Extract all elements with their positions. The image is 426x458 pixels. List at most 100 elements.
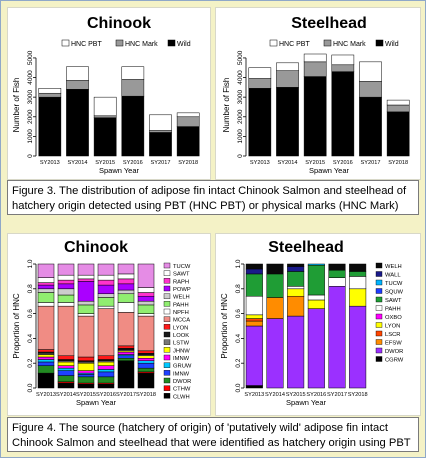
- bar-segment: [97, 274, 115, 281]
- legend-label: PAHH: [173, 302, 189, 308]
- bar-segment: [57, 367, 75, 371]
- bar-segment: [303, 61, 327, 77]
- bar-segment: [117, 302, 135, 313]
- chart-title: Steelhead: [291, 15, 367, 32]
- legend-label: LOOK: [173, 333, 189, 339]
- chart-steelhead-count: Steelhead 0 1000 2000 3000 4000 5000 Number of …: [222, 15, 410, 175]
- bar-segment: [121, 66, 145, 80]
- bar-segment: [245, 295, 263, 316]
- legend-label: PAHH: [385, 307, 401, 313]
- bar-segment: [97, 284, 115, 295]
- bar-segment: [77, 315, 95, 358]
- bar-segment: [77, 356, 95, 361]
- bar-segment: [57, 279, 75, 285]
- legend-label: LYON: [173, 325, 188, 331]
- legend-swatch: [163, 316, 171, 322]
- x-tick-label: SY2018: [178, 160, 198, 166]
- bar-segment: [97, 384, 115, 389]
- legend-label: LSTW: [173, 341, 190, 347]
- chart-panel-chinook-count: Chinook 0 1000 2000 3000 4000 5000 Number of Fi…: [7, 7, 211, 180]
- legend-label: MCCA: [173, 318, 190, 324]
- bar-segment: [266, 318, 284, 389]
- figure-3-caption: Figure 3. The distribution of adipose fi…: [7, 180, 419, 215]
- bar-segment: [349, 288, 367, 307]
- legend-label: JHNW: [173, 348, 190, 354]
- legend-swatch: [375, 271, 383, 277]
- legend-label: GRUW: [173, 364, 192, 370]
- legend-swatch: [269, 39, 278, 47]
- bar-segment: [137, 315, 155, 352]
- bar-segment: [57, 355, 75, 360]
- x-tick-label: SY2015: [95, 160, 115, 166]
- legend-swatch: [375, 296, 383, 303]
- bar-segment: [77, 281, 95, 302]
- bar-segment: [266, 273, 284, 298]
- y-tick-label: 0.4: [27, 334, 34, 343]
- bar-segment: [117, 357, 135, 361]
- chart-chinook-count: Chinook 0 1000 2000 3000 4000 5000 Number of Fi…: [12, 15, 200, 175]
- bar-segment: [248, 88, 272, 157]
- bar-segment: [245, 273, 263, 297]
- legend-label: IMNW: [173, 371, 190, 377]
- bar-segment: [93, 117, 117, 157]
- bar-segment: [57, 294, 75, 303]
- bar-segment: [37, 354, 55, 358]
- y-tick-label: 3000: [27, 90, 34, 105]
- legend-swatch: [375, 305, 383, 311]
- bar-segment: [97, 376, 115, 384]
- x-tick-label: SY2015: [305, 160, 325, 166]
- bar-segment: [137, 263, 155, 288]
- legend-swatch: [375, 322, 383, 328]
- y-tick-label: 2000: [27, 109, 34, 124]
- legend-label: Wild: [385, 41, 399, 48]
- y-tick-label: 0.6: [235, 309, 242, 318]
- figure-4-caption: Figure 4. The source (hatchery of origin…: [7, 417, 419, 452]
- bar-segment: [248, 78, 272, 89]
- legend-swatch: [163, 347, 171, 353]
- bar-segment: [57, 274, 75, 281]
- bar-segment: [137, 367, 155, 373]
- bar-segment: [77, 274, 95, 280]
- legend-swatch: [375, 347, 383, 354]
- y-tick-label: 0.8: [235, 284, 242, 293]
- legend-label: Wild: [177, 41, 191, 48]
- legend-label: HNC PBT: [71, 41, 102, 48]
- bar-segment: [287, 266, 305, 272]
- bar-segment: [57, 382, 75, 389]
- chart-title: Steelhead: [268, 239, 344, 256]
- bar-segment: [386, 99, 410, 106]
- x-tick-label: SY2014: [265, 392, 285, 398]
- bar-segment: [117, 283, 135, 291]
- x-axis-title: Spawn Year: [309, 166, 350, 175]
- bar-segment: [137, 350, 155, 354]
- bar-segment: [77, 362, 95, 371]
- bar-segment: [176, 116, 200, 127]
- bar-segment: [245, 385, 263, 389]
- bar-segment: [37, 263, 55, 278]
- legend-swatch: [163, 354, 171, 361]
- y-tick-label: 4000: [237, 70, 244, 85]
- x-tick-label: SY2014: [278, 160, 298, 166]
- bar-segment: [307, 299, 325, 309]
- bar-segment: [307, 294, 325, 301]
- bar-segment: [117, 355, 135, 359]
- bar-segment: [307, 308, 325, 389]
- legend-swatch: [163, 385, 171, 391]
- legend-swatch: [163, 377, 171, 384]
- y-tick-label: 4000: [27, 70, 34, 85]
- x-tick-label: SY2014: [68, 160, 88, 166]
- x-tick-label: SY2013: [36, 392, 56, 398]
- bar-segment: [117, 289, 135, 295]
- bar-segment: [57, 375, 75, 383]
- y-tick-label: 3000: [237, 90, 244, 105]
- x-tick-label: SY2015: [286, 392, 306, 398]
- bar-segment: [176, 126, 200, 157]
- legend-swatch: [163, 262, 171, 269]
- bar-segment: [117, 312, 135, 347]
- bar-segment: [276, 62, 299, 71]
- y-tick-label: 5000: [237, 50, 244, 65]
- y-tick-label: 0.0: [27, 383, 34, 392]
- bar-segment: [77, 304, 95, 314]
- bar-segment: [117, 293, 135, 303]
- bar-segment: [57, 302, 75, 307]
